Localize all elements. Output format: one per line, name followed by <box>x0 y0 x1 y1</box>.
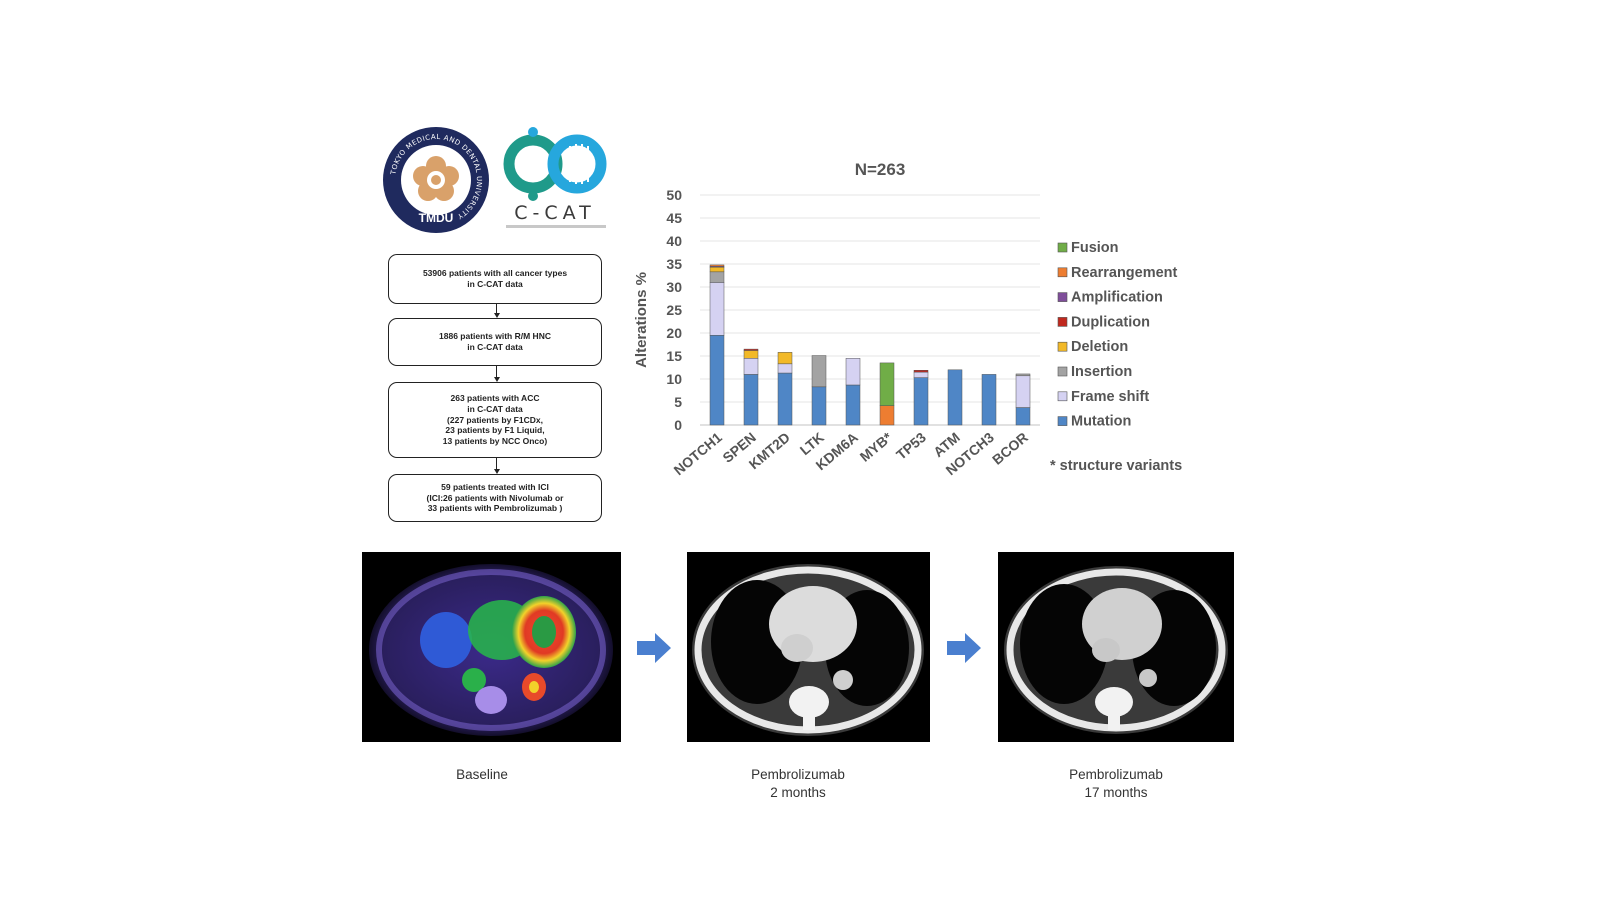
flow-box-all-patients: 53906 patients with all cancer types in … <box>388 254 602 304</box>
legend-label: Mutation <box>1071 414 1131 430</box>
flow-text: 53906 patients with all cancer types in … <box>422 268 568 289</box>
bar-segment-rearrangement <box>709 264 725 267</box>
legend-swatch <box>1057 317 1068 327</box>
flow-text: 59 patients treated with ICI (ICI:26 pat… <box>426 482 564 514</box>
chart-title: N=263 <box>855 160 906 179</box>
bar-segment-insertion <box>811 355 827 388</box>
y-tick-label: 5 <box>674 394 682 410</box>
legend-label: Fusion <box>1071 240 1119 256</box>
bar-segment-mutation <box>913 377 929 426</box>
legend-label: Rearrangement <box>1071 265 1178 281</box>
flow-arrowhead <box>494 377 500 382</box>
legend-swatch <box>1057 292 1068 302</box>
scan-caption-17-months: Pembrolizumab 17 months <box>1016 766 1216 801</box>
flow-arrowhead <box>494 469 500 474</box>
y-tick-label: 0 <box>674 417 682 433</box>
x-tick-label: MYB* <box>857 429 896 465</box>
ct-scan-17-months <box>998 552 1234 742</box>
flow-connector <box>496 304 498 314</box>
bar-segment-deletion <box>709 266 725 273</box>
legend-label: Frame shift <box>1071 389 1149 405</box>
ct-scan-image <box>692 564 924 736</box>
bar-segment-insertion <box>709 271 725 283</box>
legend-swatch <box>1057 242 1068 253</box>
y-tick-label: 40 <box>666 233 682 249</box>
caption-line2: 2 months <box>770 784 826 800</box>
right-arrow-icon <box>637 633 671 663</box>
legend-swatch <box>1057 416 1068 426</box>
bar-segment-mutation <box>845 384 861 426</box>
scan-caption-baseline: Baseline <box>382 766 582 784</box>
ccat-subtext <box>506 225 606 228</box>
bar-segment-mutation <box>777 372 793 426</box>
bar-segment-deletion <box>777 352 793 365</box>
legend-swatch <box>1057 366 1068 377</box>
legend-label: Insertion <box>1071 364 1132 380</box>
bar-segment-frame-shift <box>743 358 759 375</box>
y-tick-label: 15 <box>666 348 682 364</box>
tmdu-seal-graphic: TOKYO MEDICAL AND DENTAL UNIVERSITY TMDU <box>383 127 489 233</box>
bar-segment-frame-shift <box>709 282 725 336</box>
tmdu-logo: TOKYO MEDICAL AND DENTAL UNIVERSITY TMDU <box>382 126 490 234</box>
flow-connector <box>496 458 498 470</box>
flow-box-acc-patients: 263 patients with ACC in C-CAT data (227… <box>388 382 602 458</box>
bar-segment-deletion <box>743 350 759 359</box>
ccat-label: C-CAT <box>514 202 596 224</box>
flow-box-ici-patients: 59 patients treated with ICI (ICI:26 pat… <box>388 474 602 522</box>
caption-line1: Baseline <box>456 767 508 782</box>
bar-segment-rearrangement <box>879 405 895 426</box>
bar-segment-duplication <box>913 370 929 373</box>
y-tick-label: 30 <box>666 279 682 295</box>
pet-ct-baseline-scan <box>362 552 621 742</box>
bar-segment-fusion <box>879 362 895 406</box>
y-tick-label: 20 <box>666 325 682 341</box>
pet-ct-scan-image <box>369 564 613 736</box>
bar-segment-mutation <box>743 374 759 426</box>
legend-label: Amplification <box>1071 290 1163 306</box>
flow-arrowhead <box>494 313 500 318</box>
scan-caption-2-months: Pembrolizumab 2 months <box>698 766 898 801</box>
legend-label: Duplication <box>1071 314 1150 330</box>
bar-segment-frame-shift <box>777 363 793 374</box>
legend-swatch <box>1057 391 1068 402</box>
ccat-logo: C-CAT <box>500 124 610 234</box>
legend-label: Deletion <box>1071 339 1128 355</box>
bar-segment-frame-shift <box>845 358 861 386</box>
right-arrow-icon <box>947 633 981 663</box>
ccat-infinity-icon <box>503 127 607 201</box>
bar-segment-mutation <box>981 374 997 426</box>
bar-segment-mutation <box>709 335 725 426</box>
legend-swatch <box>1057 267 1068 278</box>
caption-line1: Pembrolizumab <box>751 767 845 782</box>
bar-segment-mutation <box>947 369 963 426</box>
bar-segment-frame-shift <box>1015 375 1031 408</box>
bar-segment-mutation <box>811 386 827 426</box>
bar-segment-mutation <box>1015 407 1031 426</box>
ct-scan-image <box>1004 566 1228 734</box>
flow-text: 263 patients with ACC in C-CAT data (227… <box>442 393 548 446</box>
tmdu-label: TMDU <box>419 211 454 225</box>
y-tick-label: 25 <box>666 302 682 318</box>
y-tick-label: 50 <box>666 187 682 203</box>
y-tick-label: 10 <box>666 371 682 387</box>
y-axis-label: Alterations % <box>633 272 650 368</box>
x-tick-label: NOTCH1 <box>671 429 726 478</box>
caption-line1: Pembrolizumab <box>1069 767 1163 782</box>
bar-segment-insertion <box>1015 373 1031 377</box>
flow-box-hnc-patients: 1886 patients with R/M HNC in C-CAT data <box>388 318 602 366</box>
y-tick-label: 45 <box>666 210 682 226</box>
ct-scan-2-months <box>687 552 930 742</box>
flow-connector <box>496 366 498 378</box>
x-tick-label: BCOR <box>989 429 1031 468</box>
alterations-stacked-bar-chart: N=263 Alterations % 0 5 10 15 20 25 30 35 40 45 50 NO… <box>633 160 1182 478</box>
chart-annotation: * structure variants <box>1050 458 1182 474</box>
x-tick-label: TP53 <box>893 429 929 463</box>
legend-swatch <box>1057 341 1068 352</box>
caption-line2: 17 months <box>1084 784 1148 800</box>
flow-text: 1886 patients with R/M HNC in C-CAT data <box>439 331 551 352</box>
bar-segment-frame-shift <box>913 371 929 378</box>
bar-segment-duplication <box>743 348 759 351</box>
y-tick-label: 35 <box>666 256 682 272</box>
